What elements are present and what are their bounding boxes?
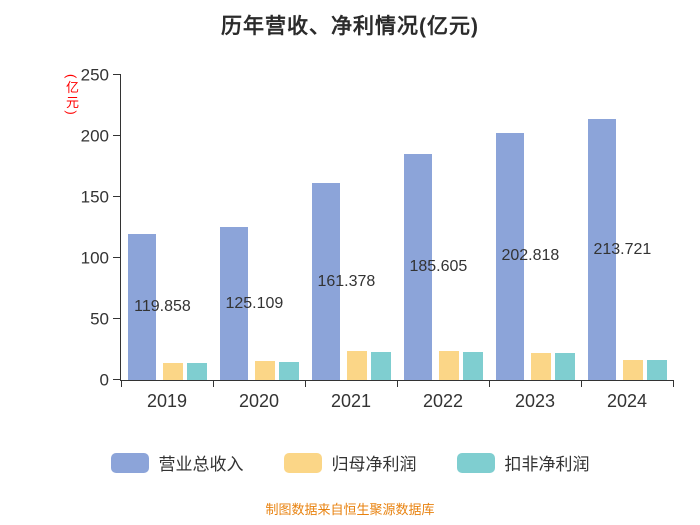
bar-group-2023: 202.818 2023: [489, 75, 581, 411]
legend-swatch-revenue: [110, 452, 149, 473]
bar-non-gaap-profit-2022: [462, 351, 483, 380]
y-axis-tick-label: 0: [99, 370, 109, 390]
bar-group-2020: 125.109 2020: [213, 75, 305, 411]
bar-revenue-2023: [495, 132, 524, 380]
x-axis-tick-mark: [305, 380, 306, 387]
x-axis-label-2023: 2023: [514, 391, 556, 411]
data-label-revenue-2022: 185.605: [409, 257, 468, 275]
bar-non-gaap-profit-2021: [370, 351, 391, 380]
plot-area: 0 50 100 150 200 250 119.858 2019 125.109 2020 161…: [81, 67, 674, 411]
bar-net-profit-2024: [622, 359, 643, 380]
bar-revenue-2021: [311, 183, 340, 380]
bar-net-profit-2022: [438, 351, 459, 380]
legend-label-net-profit: 归母净利润: [331, 455, 417, 474]
bar-non-gaap-profit-2019: [186, 363, 207, 380]
data-source-note: 制图数据来自恒生聚源数据库: [265, 502, 435, 517]
data-label-revenue-2020: 125.109: [225, 294, 284, 312]
y-axis-tick-mark: [113, 257, 121, 258]
x-axis-tick-mark: [397, 380, 398, 387]
y-axis-tick-mark: [113, 135, 121, 136]
legend-label-non-gaap-profit: 扣非净利润: [504, 455, 590, 474]
data-label-revenue-2024: 213.721: [593, 240, 652, 258]
bar-net-profit-2023: [530, 352, 551, 380]
y-axis-tick-label: 150: [80, 187, 109, 207]
legend-swatch-non-gaap-profit: [456, 452, 495, 473]
legend: 营业总收入 归母净利润 扣非净利润: [0, 450, 700, 475]
y-axis-tick-label: 200: [80, 126, 109, 146]
y-axis-tick-mark: [113, 74, 121, 75]
y-axis-tick-label: 250: [80, 65, 109, 85]
y-axis-tick-label: 100: [80, 248, 109, 268]
x-axis-tick-mark: [581, 380, 582, 387]
bar-non-gaap-profit-2020: [278, 361, 299, 380]
x-axis-label-2021: 2021: [330, 391, 372, 411]
legend-item-net-profit[interactable]: 归母净利润: [283, 450, 417, 475]
data-label-revenue-2021: 161.378: [317, 272, 376, 290]
x-axis-label-2020: 2020: [238, 391, 280, 411]
y-axis-tick-mark: [113, 318, 121, 319]
bar-revenue-2024: [587, 119, 616, 380]
x-axis-label-2024: 2024: [606, 391, 648, 411]
y-axis-tick-mark: [113, 379, 121, 380]
data-label-revenue-2019: 119.858: [134, 297, 191, 315]
legend-item-non-gaap-profit[interactable]: 扣非净利润: [456, 450, 590, 475]
x-axis-tick-mark: [673, 380, 674, 387]
x-axis-tick-mark: [489, 380, 490, 387]
y-axis-tick-label: 50: [90, 309, 109, 329]
bar-revenue-2019: [127, 233, 156, 380]
bar-non-gaap-profit-2024: [646, 360, 667, 380]
bar-group-2022: 185.605 2022: [397, 75, 489, 411]
bar-group-2019: 119.858 2019: [121, 75, 213, 411]
bar-net-profit-2020: [254, 361, 275, 380]
y-axis-tick-mark: [113, 196, 121, 197]
bar-revenue-2022: [403, 153, 432, 380]
chart-title: 历年营收、净利情况(亿元): [221, 15, 479, 38]
x-axis-tick-mark: [121, 380, 122, 387]
x-axis-tick-mark: [213, 380, 214, 387]
bar-non-gaap-profit-2023: [554, 353, 575, 380]
x-axis-label-2019: 2019: [146, 391, 188, 411]
y-axis-unit-label: (亿元): [64, 74, 79, 117]
bar-group-2021: 161.378 2021: [305, 75, 397, 411]
bar-revenue-2020: [219, 227, 248, 380]
legend-item-revenue[interactable]: 营业总收入: [110, 450, 244, 475]
legend-swatch-net-profit: [283, 452, 322, 473]
data-label-revenue-2023: 202.818: [501, 247, 560, 265]
bar-group-2024: 213.721 2024: [581, 75, 673, 411]
bar-net-profit-2021: [346, 351, 367, 380]
legend-label-revenue: 营业总收入: [158, 455, 244, 474]
x-axis-label-2022: 2022: [422, 391, 464, 411]
bar-net-profit-2019: [162, 362, 183, 380]
